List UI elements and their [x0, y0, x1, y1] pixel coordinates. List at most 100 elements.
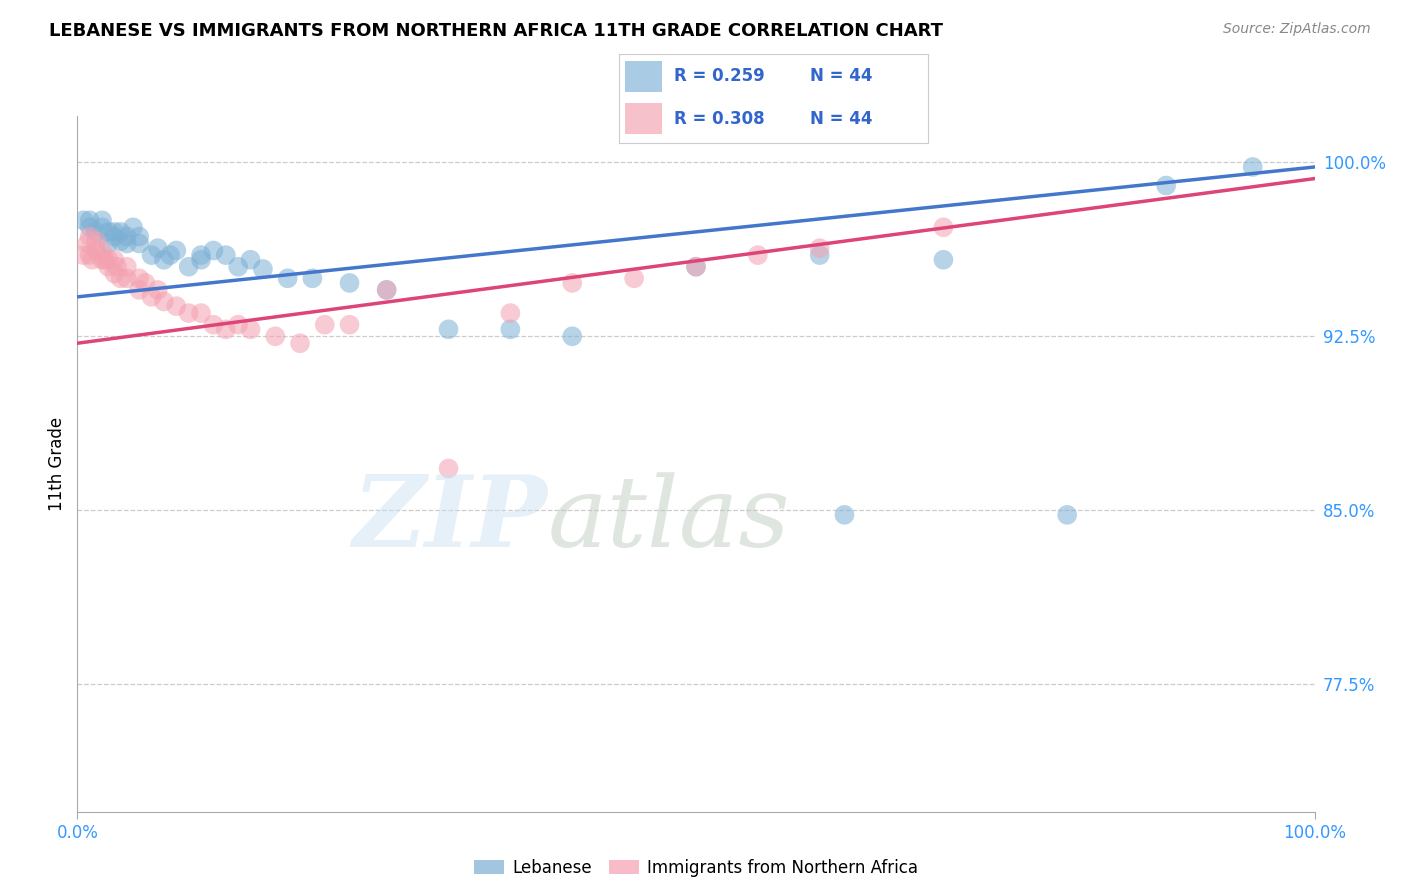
Text: Source: ZipAtlas.com: Source: ZipAtlas.com: [1223, 22, 1371, 37]
Point: [122, 220, 145, 235]
Bar: [624, 103, 662, 134]
Point: [1056, 508, 1078, 522]
Text: N = 44: N = 44: [810, 110, 873, 128]
Point: [177, 306, 200, 320]
Point: [561, 276, 583, 290]
Point: [252, 262, 274, 277]
Point: [115, 229, 138, 244]
Point: [1241, 160, 1264, 174]
Point: [153, 294, 176, 309]
Point: [115, 236, 138, 251]
Point: [301, 271, 323, 285]
Point: [190, 248, 212, 262]
Point: [128, 283, 150, 297]
Point: [134, 276, 156, 290]
Point: [91, 244, 114, 258]
Point: [808, 241, 831, 255]
Point: [91, 252, 114, 267]
Text: atlas: atlas: [547, 472, 790, 567]
Text: R = 0.259: R = 0.259: [675, 67, 765, 86]
Point: [97, 260, 120, 274]
Point: [339, 318, 361, 332]
Point: [153, 252, 176, 267]
Point: [288, 336, 311, 351]
Point: [91, 213, 114, 227]
Point: [79, 229, 101, 244]
Point: [97, 225, 120, 239]
Point: [190, 306, 212, 320]
Point: [110, 225, 132, 239]
Point: [499, 306, 522, 320]
Text: ZIP: ZIP: [353, 471, 547, 567]
Point: [264, 329, 287, 343]
Point: [226, 260, 249, 274]
Point: [747, 248, 769, 262]
Point: [103, 252, 125, 267]
Point: [115, 260, 138, 274]
Point: [499, 322, 522, 336]
Point: [339, 276, 361, 290]
Point: [72, 248, 94, 262]
Point: [226, 318, 249, 332]
Point: [128, 271, 150, 285]
Point: [685, 260, 707, 274]
Point: [165, 299, 187, 313]
Point: [115, 271, 138, 285]
Legend: Lebanese, Immigrants from Northern Africa: Lebanese, Immigrants from Northern Afric…: [467, 852, 925, 883]
Point: [103, 229, 125, 244]
Point: [110, 271, 132, 285]
Point: [561, 329, 583, 343]
Point: [128, 236, 150, 251]
Point: [437, 322, 460, 336]
Point: [141, 248, 163, 262]
Bar: [624, 61, 662, 92]
Point: [932, 252, 955, 267]
Point: [277, 271, 299, 285]
Point: [177, 260, 200, 274]
Point: [437, 461, 460, 475]
Point: [93, 252, 115, 267]
Point: [932, 220, 955, 235]
Point: [834, 508, 856, 522]
Point: [128, 229, 150, 244]
Point: [375, 283, 398, 297]
Point: [84, 225, 107, 239]
Point: [239, 252, 262, 267]
Point: [103, 225, 125, 239]
Point: [79, 213, 101, 227]
Point: [685, 260, 707, 274]
Point: [141, 290, 163, 304]
Point: [239, 322, 262, 336]
Point: [84, 234, 107, 248]
Point: [146, 283, 169, 297]
Point: [76, 236, 98, 251]
Text: N = 44: N = 44: [810, 67, 873, 86]
Point: [1154, 178, 1177, 193]
Point: [202, 244, 225, 258]
Point: [375, 283, 398, 297]
Point: [82, 252, 104, 267]
Point: [165, 244, 187, 258]
Point: [79, 220, 101, 235]
Point: [105, 260, 128, 274]
Point: [84, 244, 107, 258]
Point: [79, 248, 101, 262]
Point: [215, 248, 238, 262]
Point: [623, 271, 645, 285]
Point: [808, 248, 831, 262]
Point: [146, 241, 169, 255]
Point: [190, 252, 212, 267]
Point: [97, 236, 120, 251]
Point: [97, 252, 120, 267]
Point: [91, 220, 114, 235]
Text: LEBANESE VS IMMIGRANTS FROM NORTHERN AFRICA 11TH GRADE CORRELATION CHART: LEBANESE VS IMMIGRANTS FROM NORTHERN AFR…: [49, 22, 943, 40]
Point: [202, 318, 225, 332]
Text: R = 0.308: R = 0.308: [675, 110, 765, 128]
Point: [314, 318, 336, 332]
Point: [72, 213, 94, 227]
Y-axis label: 11th Grade: 11th Grade: [48, 417, 66, 511]
Point: [159, 248, 181, 262]
Point: [103, 267, 125, 281]
Point: [110, 234, 132, 248]
Point: [215, 322, 238, 336]
